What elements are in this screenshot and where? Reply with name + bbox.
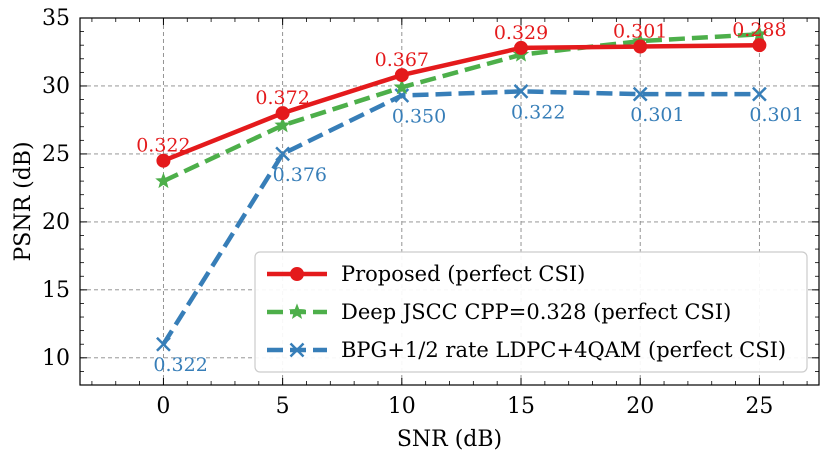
series-layer [155, 25, 768, 352]
data-label: 0.329 [494, 22, 548, 44]
series-line [161, 89, 760, 346]
x-marker-stroke [513, 84, 529, 99]
data-label: 0.367 [375, 49, 429, 71]
x-marker-stroke [632, 86, 648, 102]
legend-label: Deep JSCC CPP=0.328 (perfect CSI) [341, 300, 731, 324]
data-labels: 0.322 0.376 0.350 0.322 0.301 0.301 0.322 0.372… [136, 19, 804, 376]
y-tick-label: 30 [42, 74, 70, 99]
y-tick-label: 25 [42, 142, 70, 167]
x-marker [394, 88, 410, 103]
x-tick-label: 5 [276, 394, 290, 419]
series-3 [156, 84, 767, 352]
series-line [162, 42, 760, 163]
legend-label: BPG+1/2 rate LDPC+4QAM (perfect CSI) [341, 338, 786, 362]
y-tick-label: 20 [42, 210, 70, 235]
legend-item-3: BPG+1/2 rate LDPC+4QAM (perfect CSI) [267, 338, 786, 362]
x-marker-stroke [289, 342, 305, 358]
circle-marker [156, 153, 171, 168]
legend-item-1: Proposed (perfect CSI) [267, 262, 585, 286]
data-label: 0.301 [630, 104, 684, 126]
x-marker [513, 84, 529, 99]
data-label: 0.322 [153, 354, 207, 376]
star-marker [274, 116, 291, 133]
x-tick-label: 15 [507, 394, 535, 419]
circle-marker [394, 68, 409, 83]
circle-marker [633, 39, 648, 54]
x-marker [289, 342, 305, 358]
x-tick-label: 25 [745, 394, 773, 419]
star-marker [155, 172, 172, 189]
star-marker [393, 78, 411, 95]
x-tick-label: 0 [156, 394, 170, 419]
data-label: 0.288 [732, 19, 786, 41]
legend-item-2: Deep JSCC CPP=0.328 (perfect CSI) [267, 300, 731, 324]
x-axis-label: SNR (dB) [397, 427, 502, 452]
y-tick-label: 15 [42, 278, 70, 303]
x-marker [275, 146, 291, 162]
x-marker-stroke [394, 88, 410, 103]
legend: Proposed (perfect CSI) Deep JSCC CPP=0.32… [254, 251, 808, 373]
x-tick-label: 20 [626, 394, 654, 419]
x-tick-label: 10 [388, 394, 416, 419]
series-1 [156, 38, 767, 168]
x-marker-stroke [752, 86, 767, 102]
circle-marker [514, 40, 529, 55]
data-label: 0.322 [136, 135, 190, 157]
y-axis-label: PSNR (dB) [11, 141, 36, 261]
data-label: 0.301 [613, 21, 667, 43]
x-marker [156, 336, 171, 352]
circle-marker [275, 106, 290, 121]
data-label: 0.301 [749, 104, 803, 126]
x-marker [752, 86, 767, 102]
series-line [162, 32, 760, 184]
star-marker [288, 303, 306, 319]
axis-ticks: 0 5 10 15 20 25 10 15 20 25 30 35 [42, 6, 819, 419]
star-marker [751, 25, 768, 42]
x-marker-stroke [156, 336, 171, 352]
data-label: 0.350 [392, 105, 446, 127]
x-marker [632, 86, 648, 102]
legend-box [254, 251, 808, 373]
circle-marker [290, 267, 304, 281]
x-marker-stroke [275, 146, 291, 162]
data-label: 0.322 [511, 101, 565, 123]
data-label: 0.376 [273, 164, 327, 186]
data-label: 0.372 [255, 87, 309, 109]
grid-lines [80, 18, 819, 385]
legend-label: Proposed (perfect CSI) [341, 262, 585, 286]
y-tick-label: 10 [42, 346, 70, 371]
circle-marker [752, 38, 767, 53]
y-tick-label: 35 [42, 6, 70, 31]
